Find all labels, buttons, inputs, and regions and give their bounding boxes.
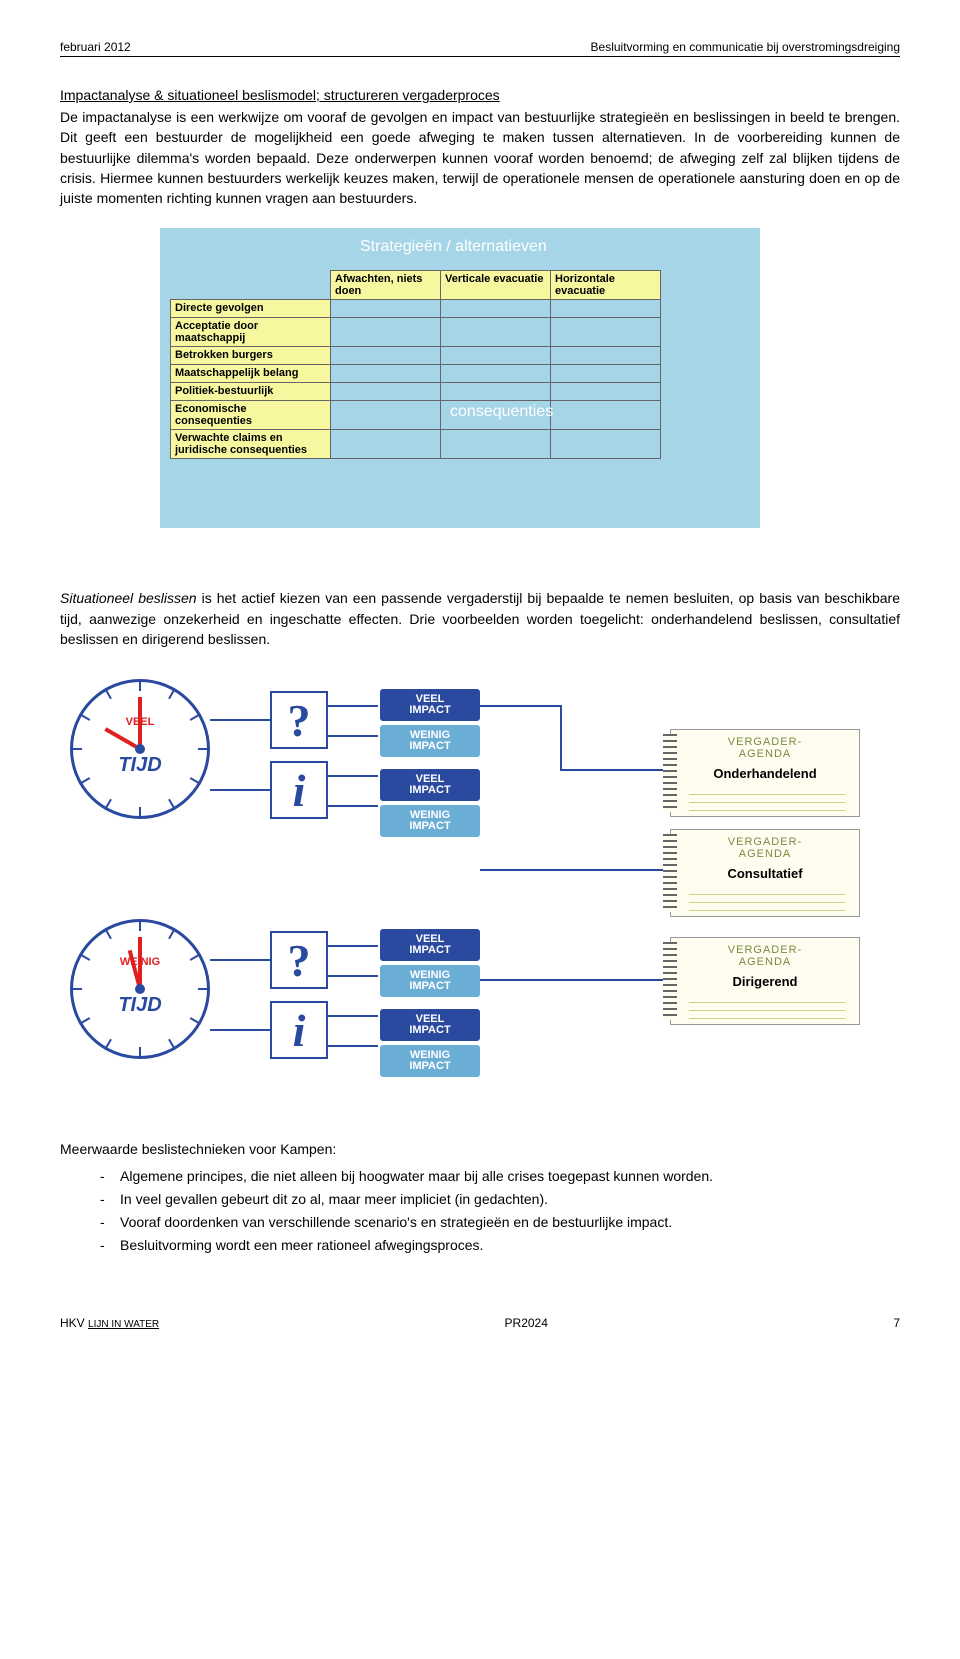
col-header: Verticale evacuatie [441,271,551,300]
decision-tree-diagram: VEEL TIJD WEINIG TIJD ? i ? i VEELIMPACT… [70,669,890,1109]
table-cell [331,401,441,430]
row-header: Verwachte claims en juridische consequen… [171,430,331,459]
table-cell [441,401,551,430]
table-cell [331,430,441,459]
uncertainty-icon: ? [270,931,328,989]
uncertainty-icon: ? [270,691,328,749]
col-header: Afwachten, niets doen [331,271,441,300]
impact-badge-weinig: WEINIGIMPACT [380,1045,480,1077]
clock-top-label: WEINIG [73,956,207,968]
table-cell [441,347,551,365]
framework-label-strategies: Strategieën / alternatieven [360,238,547,256]
paragraph-2: Situationeel beslissen is het actief kie… [60,588,900,649]
table-cell [441,430,551,459]
table-row: Politiek-bestuurlijk [171,383,661,401]
agenda-style-label: Dirigerend [671,974,859,989]
agenda-card-consultatief: VERGADER-AGENDA Consultatief [670,829,860,917]
table-cell [331,383,441,401]
table-cell [551,347,661,365]
para2-lead: Situationeel beslissen [60,590,197,606]
table-cell [331,300,441,318]
agenda-style-label: Consultatief [671,866,859,881]
clock-top-label: VEEL [73,716,207,728]
meerwaarde-list: -Algemene principes, die niet alleen bij… [100,1166,900,1256]
table-row: Maatschappelijk belang [171,365,661,383]
clock-weinig-tijd: WEINIG TIJD [70,919,210,1059]
clock-bottom-label: TIJD [73,754,207,777]
impact-badge-veel: VEELIMPACT [380,929,480,961]
list-item: -Besluitvorming wordt een meer rationeel… [100,1235,900,1256]
agenda-header: VERGADER-AGENDA [671,944,859,968]
table-cell [551,401,661,430]
agenda-header: VERGADER-AGENDA [671,736,859,760]
table-cell [331,347,441,365]
framework-label-consequences-axis: Bestuurlijk kader / gevolgen [120,312,138,509]
table-cell [551,318,661,347]
section-title: Impactanalyse & situationeel beslismodel… [60,87,900,103]
table-row: Directe gevolgen [171,300,661,318]
paragraph-1: De impactanalyse is een werkwijze om voo… [60,107,900,208]
list-item: -Vooraf doordenken van verschillende sce… [100,1212,900,1233]
meerwaarde-title: Meerwaarde beslistechnieken voor Kampen: [60,1139,900,1159]
row-header: Acceptatie door maatschappij [171,318,331,347]
table-cell [551,300,661,318]
table-cell [331,365,441,383]
clock-bottom-label: TIJD [73,994,207,1017]
row-header: Economische consequenties [171,401,331,430]
agenda-header: VERGADER-AGENDA [671,836,859,860]
header-right: Besluitvorming en communicatie bij overs… [591,40,900,54]
agenda-card-onderhandelend: VERGADER-AGENDA Onderhandelend [670,729,860,817]
clock-veel-tijd: VEEL TIJD [70,679,210,819]
row-header: Maatschappelijk belang [171,365,331,383]
list-item: -Algemene principes, die niet alleen bij… [100,1166,900,1187]
framework-table: Afwachten, niets doen Verticale evacuati… [170,270,661,459]
agenda-card-dirigerend: VERGADER-AGENDA Dirigerend [670,937,860,1025]
footer-left: HKV LIJN IN WATER [60,1316,159,1330]
col-header: Horizontale evacuatie [551,271,661,300]
table-cell [551,383,661,401]
page-footer: HKV LIJN IN WATER PR2024 7 [60,1316,900,1330]
table-cell [441,300,551,318]
table-row: Betrokken burgers [171,347,661,365]
impact-badge-weinig: WEINIGIMPACT [380,725,480,757]
impact-badge-weinig: WEINIGIMPACT [380,965,480,997]
header-left: februari 2012 [60,40,131,54]
table-cell [331,318,441,347]
list-item: -In veel gevallen gebeurt dit zo al, maa… [100,1189,900,1210]
table-row: Verwachte claims en juridische consequen… [171,430,661,459]
footer-center: PR2024 [159,1316,893,1330]
row-header: Directe gevolgen [171,300,331,318]
row-header: Politiek-bestuurlijk [171,383,331,401]
impact-badge-veel: VEELIMPACT [380,689,480,721]
impact-badge-veel: VEELIMPACT [380,1009,480,1041]
table-cell [441,383,551,401]
table-cell [551,430,661,459]
agenda-style-label: Onderhandelend [671,766,859,781]
table-cell [441,365,551,383]
table-corner-empty [171,271,331,300]
table-row: Acceptatie door maatschappij [171,318,661,347]
table-row: Economische consequenties [171,401,661,430]
information-icon: i [270,761,328,819]
table-cell [551,365,661,383]
impact-badge-veel: VEELIMPACT [380,769,480,801]
page-header: februari 2012 Besluitvorming en communic… [60,40,900,57]
impact-badge-weinig: WEINIGIMPACT [380,805,480,837]
footer-page-number: 7 [893,1316,900,1330]
impact-framework-figure: Strategieën / alternatieven Bestuurlijk … [120,228,760,538]
information-icon: i [270,1001,328,1059]
table-cell [441,318,551,347]
row-header: Betrokken burgers [171,347,331,365]
